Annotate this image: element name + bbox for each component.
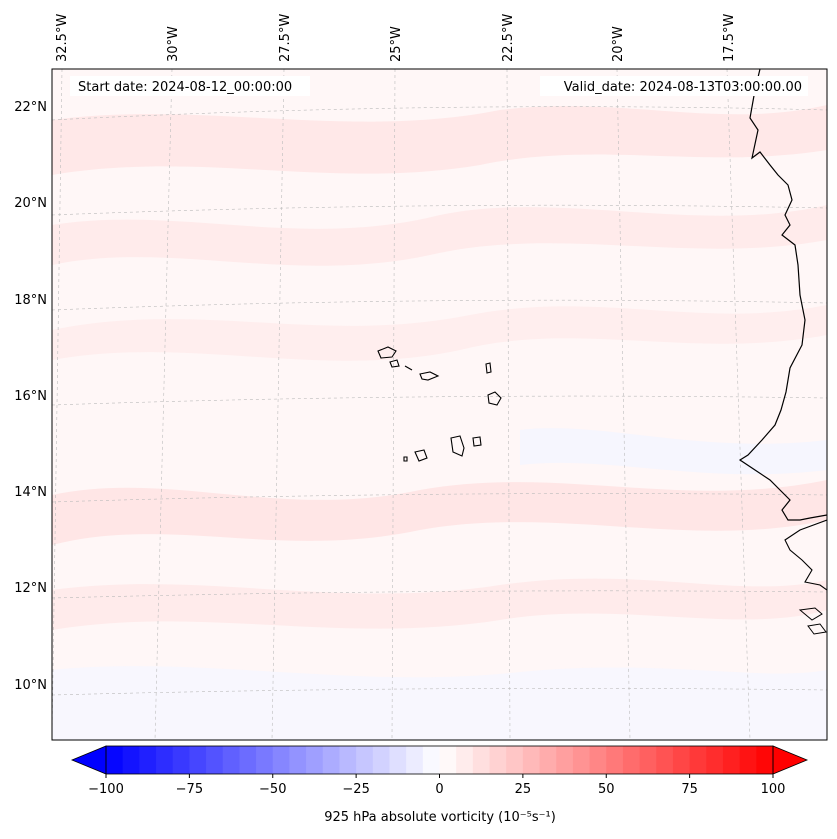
colorbar-cell [389, 746, 407, 774]
colorbar-cell [222, 746, 240, 774]
colorbar-cell [256, 746, 274, 774]
start-date-label: Start date: 2024-08-12_00:00:00 [78, 80, 292, 95]
africa-coastline [738, 69, 827, 521]
colorbar-extend-max [772, 745, 809, 775]
colorbar-tick-label: 25 [515, 782, 532, 797]
colorbar-cell [439, 746, 457, 774]
colorbar-tick-label: −50 [259, 782, 286, 797]
colorbar-cell [722, 746, 741, 774]
lon-label-22-5w: 22.5°W [501, 14, 516, 62]
title-box-right [540, 76, 808, 96]
colorbar-extend-min [70, 745, 107, 775]
cape-verde-islands [377, 346, 502, 462]
colorbar-cell [206, 746, 224, 774]
colorbar-tick-label: 0 [435, 782, 443, 797]
colorbar-cell [506, 746, 524, 774]
colorbar-cell [539, 746, 557, 774]
vorticity-band [52, 666, 827, 740]
colorbar-tick-label: 50 [598, 782, 615, 797]
vorticity-band [52, 578, 827, 630]
map-panel [51, 68, 828, 741]
lon-label-32-5w: 32.5°W [55, 14, 70, 62]
colorbar-cell [456, 746, 474, 774]
colorbar-cell [656, 746, 674, 774]
lat-label-20n: 20°N [14, 196, 47, 211]
colorbar-cell [106, 746, 124, 774]
colorbar-cell [606, 746, 624, 774]
colorbar-cell [306, 746, 324, 774]
bissagos-islands [798, 607, 827, 635]
colorbar-cell [756, 746, 774, 774]
colorbar-cell [672, 746, 691, 774]
colorbar-cells [106, 746, 774, 774]
colorbar-cell [556, 746, 574, 774]
lat-label-22n: 22°N [14, 100, 47, 115]
colorbar-cell [322, 746, 340, 774]
colorbar-cell [739, 746, 757, 774]
valid-date-label: Valid_date: 2024-08-13T03:00:00.00 [564, 80, 802, 95]
vorticity-band [520, 428, 827, 475]
lat-label-18n: 18°N [14, 293, 47, 308]
africa-coastline [784, 519, 827, 591]
colorbar-tick-label: −25 [342, 782, 369, 797]
colorbar-cell [272, 746, 290, 774]
colorbar-cell [372, 746, 390, 774]
vorticity-field [52, 69, 827, 740]
lon-label-27-5w: 27.5°W [278, 14, 293, 62]
colorbar-cell [522, 746, 541, 774]
colorbar-ticks: −100 −75 −50 −25 0 25 50 75 100 [88, 774, 785, 797]
latitude-labels: 22°N 20°N 18°N 16°N 14°N 12°N 10°N [14, 100, 47, 693]
colorbar-cell [189, 746, 207, 774]
colorbar-cell [172, 746, 190, 774]
colorbar-cell [639, 746, 657, 774]
colorbar-cell [622, 746, 641, 774]
title-box-left [70, 76, 310, 96]
colorbar-cell [689, 746, 707, 774]
colorbar-cell [489, 746, 507, 774]
colorbar-tick-label: 100 [761, 782, 786, 797]
colorbar-cell [422, 746, 440, 774]
colorbar-tick-label: 75 [681, 782, 698, 797]
colorbar-cell [289, 746, 307, 774]
colorbar-tick-label: −100 [88, 782, 124, 797]
colorbar-cell [356, 746, 374, 774]
colorbar-cell [706, 746, 724, 774]
vorticity-band [52, 105, 827, 175]
colorbar-cell [472, 746, 491, 774]
map-background [52, 69, 827, 740]
colorbar-cell [122, 746, 140, 774]
map-frame [51, 68, 828, 741]
longitude-labels: 32.5°W 30°W 27.5°W 25°W 22.5°W 20°W 17.5… [55, 14, 737, 62]
colorbar-cell [406, 746, 424, 774]
lat-label-14n: 14°N [14, 485, 47, 500]
lon-label-17-5w: 17.5°W [722, 14, 737, 62]
vorticity-band [52, 305, 827, 361]
vorticity-band [52, 480, 827, 545]
lat-label-16n: 16°N [14, 389, 47, 404]
colorbar-cell [339, 746, 357, 774]
colorbar-cell [156, 746, 174, 774]
lat-label-12n: 12°N [14, 581, 47, 596]
lon-label-25w: 25°W [389, 26, 404, 62]
colorbar-cell [589, 746, 607, 774]
gridlines [52, 69, 827, 740]
colorbar-cell [572, 746, 591, 774]
colorbar-label: 925 hPa absolute vorticity (10⁻⁵s⁻¹) [324, 810, 556, 825]
colorbar-cell [239, 746, 257, 774]
vorticity-band [52, 205, 827, 266]
colorbar-cell [139, 746, 157, 774]
colorbar: −100 −75 −50 −25 0 25 50 75 100 925 hPa absolute… [70, 745, 809, 825]
lon-label-20w: 20°W [611, 26, 626, 62]
lat-label-10n: 10°N [14, 678, 47, 693]
colorbar-tick-label: −75 [176, 782, 203, 797]
lon-label-30w: 30°W [166, 26, 181, 62]
